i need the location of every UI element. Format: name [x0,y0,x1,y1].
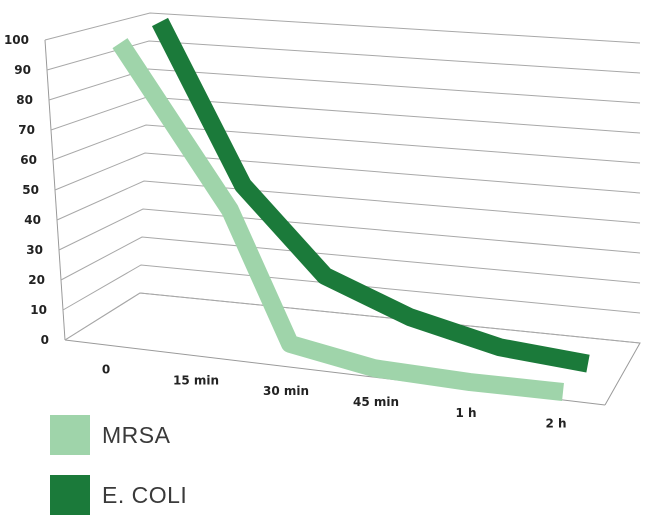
series-lines [112,17,590,401]
x-tick-label: 2 h [545,417,566,431]
gridline [44,12,641,44]
x-tick-label: 0 [102,362,110,376]
x-tick-label: 30 min [263,384,309,398]
gridline [62,264,641,314]
y-tick-label: 80 [16,93,33,107]
gridline [58,208,641,254]
y-tick-label: 30 [26,243,43,257]
series-line-mrsa [112,38,564,401]
y-tick-label: 60 [20,153,37,167]
legend-swatch-mrsa [50,415,90,455]
gridline [56,180,641,224]
gridline [46,40,641,74]
gridline [48,68,641,104]
gridline [64,292,641,344]
legend-label-mrsa: MRSA [102,421,171,448]
gridline [60,236,641,284]
gridline [52,124,641,164]
legend-swatch-e-coli [50,475,90,515]
y-axis-tick-labels: 0 10 20 30 40 50 60 70 80 90 100 [4,33,49,347]
series-line-e-coli [151,17,590,373]
y-tick-label: 100 [4,33,29,47]
x-tick-label: 45 min [353,395,399,409]
y-tick-label: 10 [30,303,47,317]
y-tick-label: 20 [28,273,45,287]
gridline [54,152,641,194]
y-tick-label: 70 [18,123,35,137]
y-tick-label: 40 [24,213,41,227]
x-tick-label: 15 min [173,373,219,387]
y-tick-label: 90 [14,63,31,77]
x-tick-label: 1 h [455,406,476,420]
legend-item-e-coli: E. COLI [50,475,187,515]
gridlines [44,12,641,344]
y-tick-label: 50 [22,183,39,197]
x-axis-tick-labels: 0 15 min 30 min 45 min 1 h 2 h [102,362,567,430]
y-tick-label: 0 [41,333,49,347]
legend-label-e-coli: E. COLI [102,481,188,508]
legend-item-mrsa: MRSA [50,415,170,455]
